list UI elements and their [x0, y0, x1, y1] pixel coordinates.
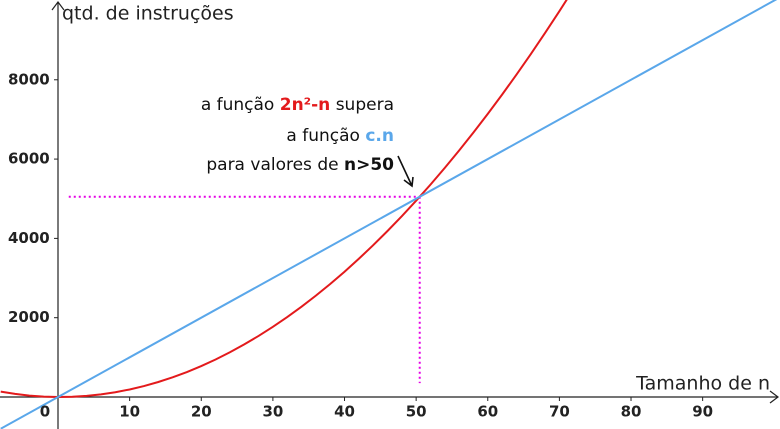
x-tick-label: 90: [692, 403, 713, 421]
x-tick-label: 30: [262, 403, 283, 421]
x-axis-label: Tamanho de n: [635, 373, 770, 395]
y-tick-label: 8000: [8, 70, 50, 88]
x-tick-label: 50: [406, 403, 427, 421]
x-tick-label: 80: [621, 403, 642, 421]
annotation-segment: supera: [330, 95, 394, 115]
annotation: para valores de n>50: [206, 155, 394, 175]
annotation-segment: 2n²-n: [280, 95, 331, 115]
annotation: a função 2n²-n supera: [201, 95, 394, 115]
x-tick-label: 60: [477, 403, 498, 421]
x-tick-label: 10: [119, 403, 140, 421]
series-line: [0, 0, 568, 399]
annotation-segment: a função: [286, 126, 365, 146]
annotation-arrow: [397, 155, 414, 188]
annotation: a função c.n: [286, 126, 394, 146]
annotation-segment: c.n: [365, 126, 394, 146]
x-axis-arrow: [769, 390, 779, 404]
x-tick-label: 40: [334, 403, 355, 421]
annotation-segment: para valores de: [206, 155, 344, 175]
y-tick-label: 4000: [8, 229, 50, 247]
y-tick-label: 2000: [8, 308, 50, 326]
annotation-segment: a função: [201, 95, 280, 115]
annotation-segment: n>50: [344, 155, 394, 175]
y-axis-arrow: [51, 0, 65, 11]
y-axis-label: qtd. de instruções: [62, 3, 234, 25]
y-tick-label: 6000: [8, 150, 50, 168]
x-tick-label: 0: [40, 403, 50, 421]
x-tick-label: 70: [549, 403, 570, 421]
x-tick-label: 20: [191, 403, 212, 421]
